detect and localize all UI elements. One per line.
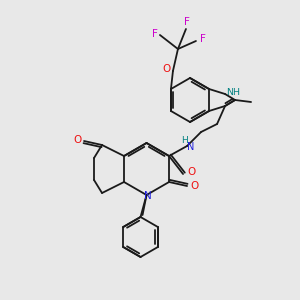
Text: N: N — [188, 142, 195, 152]
Text: F: F — [152, 29, 158, 39]
Text: F: F — [184, 17, 190, 27]
Text: H: H — [181, 136, 188, 145]
Text: NH: NH — [226, 88, 240, 97]
Text: O: O — [187, 167, 195, 177]
Text: O: O — [163, 64, 171, 74]
Text: O: O — [190, 181, 198, 191]
Text: O: O — [73, 135, 81, 145]
Text: F: F — [200, 34, 206, 44]
Text: N: N — [144, 191, 152, 201]
